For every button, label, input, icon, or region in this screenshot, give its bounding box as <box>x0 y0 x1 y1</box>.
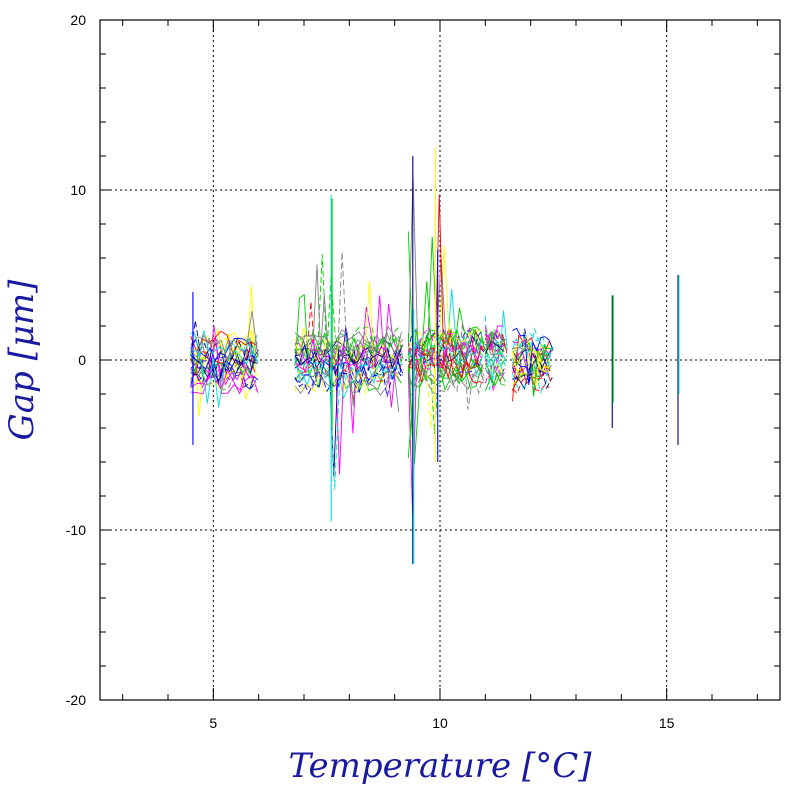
series-line <box>408 345 483 435</box>
series-line <box>294 355 403 490</box>
series-line <box>190 366 258 392</box>
series-line <box>294 264 402 358</box>
series-line <box>484 325 504 352</box>
series-line <box>485 355 505 374</box>
x-tick-label: 10 <box>432 715 448 731</box>
series-line <box>484 326 504 352</box>
series-line <box>294 348 400 412</box>
series-line <box>294 254 400 355</box>
series-line <box>190 320 257 362</box>
y-tick-label: -20 <box>66 692 86 708</box>
series-line <box>190 330 258 356</box>
series-line <box>190 368 259 395</box>
series-line <box>407 173 484 366</box>
series-line <box>408 322 485 410</box>
series-line <box>484 363 506 388</box>
x-tick-label: 5 <box>209 715 217 731</box>
series-line <box>294 359 404 388</box>
series-line <box>190 310 259 362</box>
series-line <box>408 236 481 385</box>
series-line <box>190 336 253 394</box>
series-line <box>484 371 506 392</box>
series-line <box>512 346 551 375</box>
series-line <box>512 364 551 392</box>
series-line <box>190 346 255 373</box>
series-line <box>484 338 509 356</box>
axes: 5 10 15 -20 -10 0 10 20 <box>66 12 781 731</box>
series-line <box>484 350 508 369</box>
series-line <box>512 327 554 355</box>
series-line <box>294 344 403 408</box>
series-line <box>485 310 508 381</box>
x-tick-label: 15 <box>659 715 675 731</box>
series-line <box>408 335 484 362</box>
y-tick-label: 10 <box>70 182 86 198</box>
series-line <box>512 341 551 397</box>
y-tick-label: -10 <box>66 522 86 538</box>
series-line <box>294 344 403 476</box>
series-line <box>407 326 486 355</box>
series-line <box>484 315 506 390</box>
y-tick-label: 0 <box>78 352 86 368</box>
series-line <box>512 333 549 355</box>
series-line <box>294 370 404 397</box>
series-line <box>484 361 503 379</box>
series-line <box>512 344 551 391</box>
y-tick-label: 20 <box>70 12 86 28</box>
series-line <box>294 357 399 400</box>
series-line <box>294 331 404 364</box>
data-layer <box>190 147 680 564</box>
series-line <box>190 357 257 385</box>
series-line <box>190 349 259 408</box>
series-line <box>294 348 402 378</box>
series-line <box>484 360 508 383</box>
series-line <box>407 329 482 428</box>
series-line <box>408 245 481 365</box>
x-axis-title: Temperature [°C] <box>288 746 592 786</box>
series-line <box>512 354 553 390</box>
series-line <box>407 344 482 515</box>
series-line <box>484 352 508 364</box>
series-line <box>407 194 484 384</box>
y-axis-title: Gap [μm] <box>2 279 42 441</box>
series-line <box>408 330 485 370</box>
series-line <box>407 366 483 459</box>
series-line <box>512 327 554 386</box>
